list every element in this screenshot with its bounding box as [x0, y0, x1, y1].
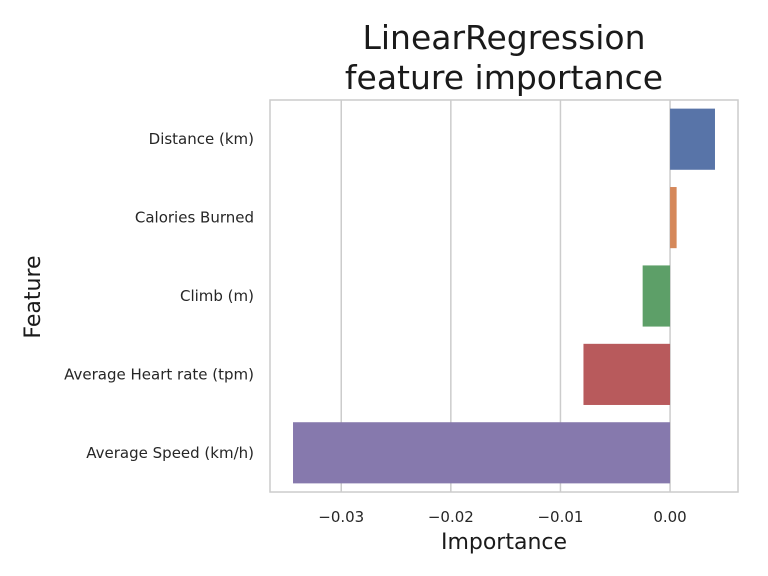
x-tick-label: −0.03 — [318, 508, 364, 526]
x-axis-label: Importance — [441, 530, 567, 555]
bars — [293, 108, 715, 484]
bar — [670, 187, 677, 249]
x-tick-labels: −0.03 −0.02 −0.01 0.00 — [318, 508, 686, 526]
chart-title-line-2: feature importance — [345, 58, 663, 97]
y-tick-labels: Distance (km) Calories Burned Climb (m) Ave… — [64, 130, 254, 462]
y-tick-label: Distance (km) — [149, 130, 254, 148]
plot-frame — [269, 99, 739, 493]
bar — [293, 422, 671, 484]
x-tick-label: −0.01 — [537, 508, 583, 526]
bar — [670, 108, 715, 170]
y-tick-label: Climb (m) — [180, 287, 254, 305]
x-tick-label: 0.00 — [653, 508, 686, 526]
y-axis-label: Feature — [21, 255, 46, 338]
bar — [642, 265, 671, 327]
bar — [583, 343, 671, 405]
chart-title-line-1: LinearRegression — [362, 18, 645, 57]
y-tick-label: Calories Burned — [135, 209, 254, 227]
x-tick-label: −0.02 — [428, 508, 474, 526]
y-tick-label: Average Speed (km/h) — [86, 444, 254, 462]
y-tick-label: Average Heart rate (tpm) — [64, 365, 254, 383]
